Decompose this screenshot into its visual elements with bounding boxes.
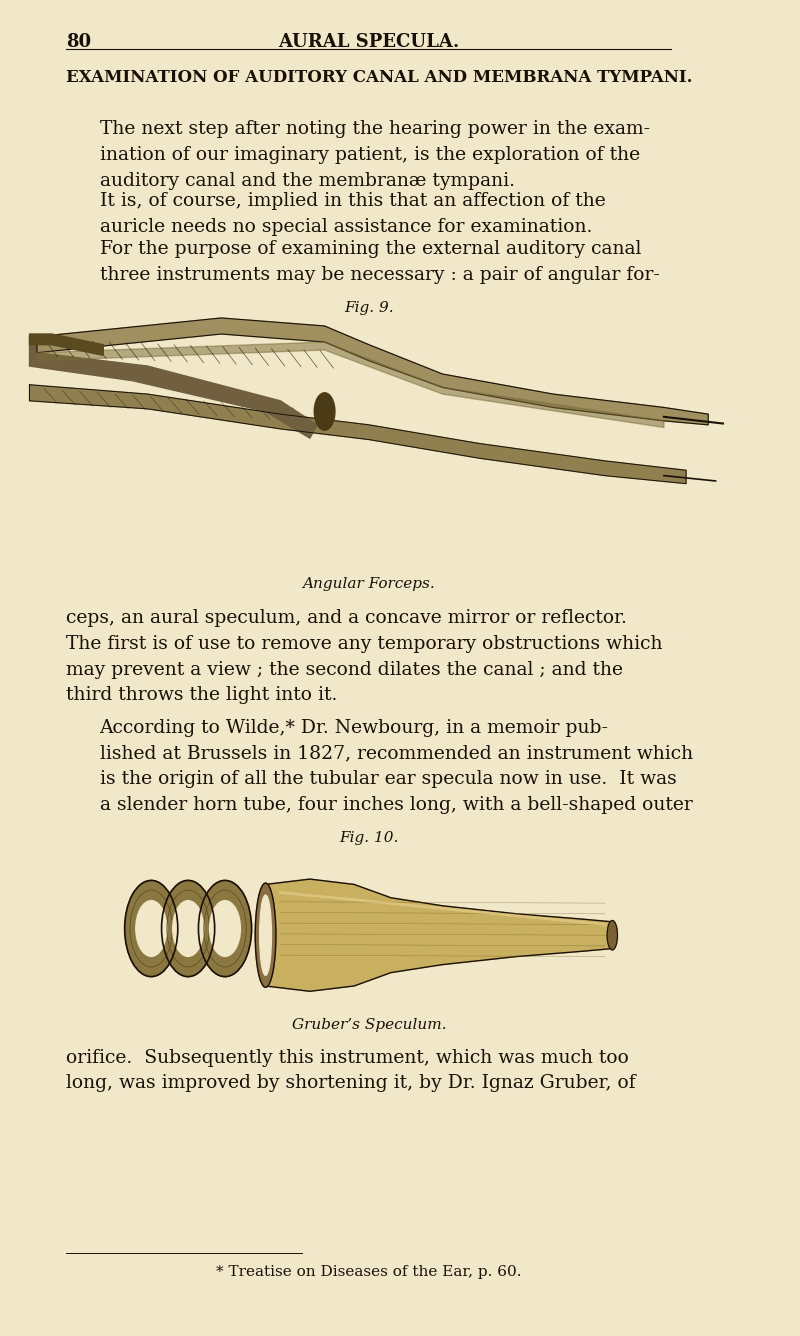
Polygon shape: [30, 334, 103, 355]
Text: Fig. 10.: Fig. 10.: [339, 831, 398, 844]
Polygon shape: [37, 342, 664, 428]
Ellipse shape: [255, 883, 276, 987]
Text: Gruber’s Speculum.: Gruber’s Speculum.: [291, 1018, 446, 1031]
Text: Fig. 9.: Fig. 9.: [344, 301, 394, 314]
Circle shape: [198, 880, 251, 977]
Text: * Treatise on Diseases of the Ear, p. 60.: * Treatise on Diseases of the Ear, p. 60…: [216, 1265, 522, 1279]
Text: ceps, an aural speculum, and a concave mirror or reflector.
The first is of use : ceps, an aural speculum, and a concave m…: [66, 609, 663, 704]
Circle shape: [314, 393, 335, 430]
Text: AURAL SPECULA.: AURAL SPECULA.: [278, 33, 459, 51]
Circle shape: [173, 900, 203, 957]
Ellipse shape: [607, 921, 618, 950]
Circle shape: [125, 880, 178, 977]
Text: According to Wilde,* Dr. Newbourg, in a memoir pub-
lished at Brussels in 1827, : According to Wilde,* Dr. Newbourg, in a …: [99, 719, 693, 814]
Text: 80: 80: [66, 33, 91, 51]
Text: orifice.  Subsequently this instrument, which was much too
long, was improved by: orifice. Subsequently this instrument, w…: [66, 1049, 636, 1093]
Polygon shape: [30, 385, 686, 484]
Text: Angular Forceps.: Angular Forceps.: [302, 577, 435, 591]
Polygon shape: [266, 879, 612, 991]
Circle shape: [136, 900, 166, 957]
Text: For the purpose of examining the external auditory canal
three instruments may b: For the purpose of examining the externa…: [99, 240, 659, 285]
Text: It is, of course, implied in this that an affection of the
auricle needs no spec: It is, of course, implied in this that a…: [99, 192, 606, 236]
Text: The next step after noting the hearing power in the exam-
ination of our imagina: The next step after noting the hearing p…: [99, 120, 650, 190]
Circle shape: [162, 880, 214, 977]
Circle shape: [210, 900, 241, 957]
Polygon shape: [30, 337, 318, 438]
Polygon shape: [37, 318, 708, 425]
Text: EXAMINATION OF AUDITORY CANAL AND MEMBRANA TYMPANI.: EXAMINATION OF AUDITORY CANAL AND MEMBRA…: [66, 69, 693, 87]
Ellipse shape: [260, 895, 271, 975]
